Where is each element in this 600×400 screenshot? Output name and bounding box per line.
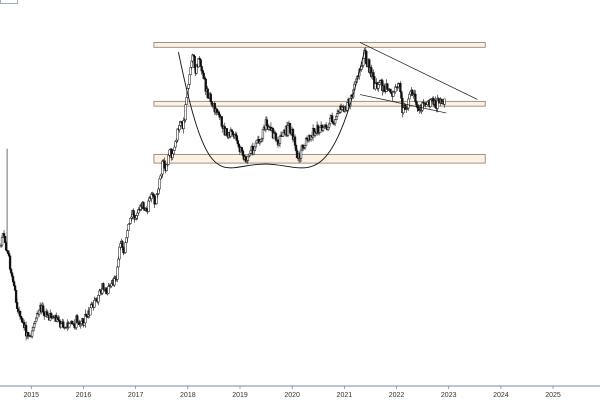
candle [135, 215, 138, 221]
candle [18, 310, 22, 321]
candle [78, 319, 81, 327]
candle [334, 119, 337, 127]
candle [122, 246, 125, 256]
candle [5, 148, 9, 253]
candle [443, 98, 446, 108]
trend-overlays [177, 42, 478, 169]
candle [365, 49, 368, 66]
price-zone-0 [153, 42, 486, 48]
candle [24, 321, 28, 341]
candle [129, 217, 132, 225]
candlestick-series [0, 47, 446, 341]
corner-box [0, 0, 18, 4]
cup-arc [177, 52, 365, 169]
candle [127, 223, 130, 231]
candle [291, 127, 295, 143]
candle [20, 317, 24, 323]
candle [8, 254, 12, 271]
candle [125, 237, 128, 244]
x-tick-label: 2019 [232, 392, 248, 399]
candle [276, 136, 280, 148]
candle [281, 131, 285, 137]
support-resistance-zones [153, 42, 486, 164]
candle [188, 74, 191, 86]
candle [213, 101, 216, 115]
candle [159, 175, 162, 180]
candle [97, 294, 100, 306]
candle [142, 201, 145, 210]
candle [3, 235, 7, 244]
candle [118, 246, 121, 261]
candle [399, 81, 402, 93]
x-axis: 2015 2016 2017 2018 2019 2020 2021 2022 2023 2024… [0, 385, 600, 399]
candle [199, 58, 202, 68]
candle [73, 319, 76, 330]
candle [46, 309, 49, 318]
candle [62, 319, 65, 328]
candle [383, 83, 386, 92]
candle [14, 289, 18, 304]
candle [116, 265, 119, 283]
candle [189, 66, 192, 76]
x-tick-label: 2020 [284, 392, 300, 399]
x-tick-label: 2024 [493, 392, 509, 399]
channel-line-1 [359, 94, 447, 114]
candle [330, 112, 334, 123]
x-tick-label: 2021 [337, 392, 353, 399]
candle [426, 101, 429, 106]
x-tick-label: 2023 [441, 392, 457, 399]
price-zone-1 [153, 100, 486, 107]
x-tick-label: 2025 [545, 392, 561, 399]
candle [215, 107, 218, 116]
candle [364, 47, 367, 52]
candle [206, 85, 209, 99]
candle [22, 319, 26, 331]
candle [225, 128, 228, 137]
channel-line-0 [359, 42, 478, 100]
x-tick-label: 2015 [24, 392, 40, 399]
price-zone-2 [153, 153, 486, 164]
candle [436, 94, 439, 113]
candle [107, 283, 110, 294]
x-tick-label: 2018 [180, 392, 196, 399]
candle [124, 241, 127, 254]
candle [93, 296, 96, 309]
candle [402, 107, 405, 115]
candle [209, 91, 212, 102]
candle [258, 141, 262, 146]
candle [204, 76, 207, 96]
candle [434, 96, 437, 109]
candle [265, 116, 269, 127]
candle [90, 301, 93, 309]
x-tick-label: 2017 [128, 392, 144, 399]
candle [132, 208, 135, 216]
x-tick-label: 2022 [389, 392, 405, 399]
candle [229, 127, 232, 139]
candle [184, 102, 187, 123]
x-tick-label: 2016 [76, 392, 92, 399]
candle [414, 90, 417, 104]
